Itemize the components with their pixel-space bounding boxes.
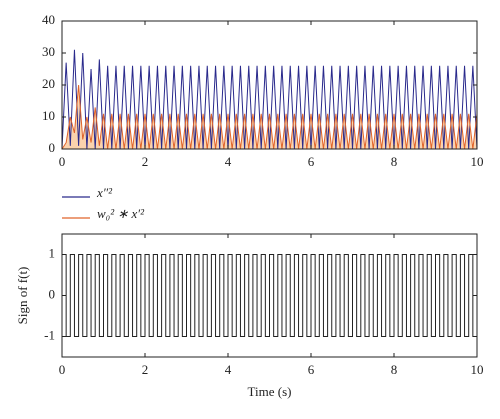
y-axis-label: Sign of f(t) <box>15 267 30 325</box>
x-axis-label: Time (s) <box>248 384 292 399</box>
x-tick-label: 8 <box>391 154 398 169</box>
legend-label: x″² <box>96 185 113 200</box>
plot-area <box>62 49 477 149</box>
x-tick-label: 4 <box>225 362 232 377</box>
y-tick-label: -1 <box>44 327 55 342</box>
y-tick-label: 10 <box>42 108 55 123</box>
x-tick-label: 0 <box>59 154 66 169</box>
y-tick-label: 0 <box>49 286 56 301</box>
x-tick-label: 10 <box>471 362 484 377</box>
plot-area <box>62 254 477 337</box>
y-tick-label: 40 <box>42 12 55 27</box>
x-tick-label: 0 <box>59 362 66 377</box>
step-line <box>62 254 477 337</box>
x-tick-label: 6 <box>308 154 315 169</box>
x-tick-label: 2 <box>142 362 149 377</box>
x-tick-label: 8 <box>391 362 398 377</box>
y-tick-label: 1 <box>49 245 56 260</box>
x-tick-label: 2 <box>142 154 149 169</box>
y-tick-label: 20 <box>42 76 55 91</box>
y-tick-label: 0 <box>49 140 56 155</box>
series-line <box>62 84 477 149</box>
y-tick-label: 30 <box>42 44 55 59</box>
series-line <box>62 49 477 149</box>
x-tick-label: 6 <box>308 362 315 377</box>
x-tick-label: 10 <box>471 154 484 169</box>
x-tick-label: 4 <box>225 154 232 169</box>
legend-label: w₀² ∗ x′² <box>97 206 145 221</box>
